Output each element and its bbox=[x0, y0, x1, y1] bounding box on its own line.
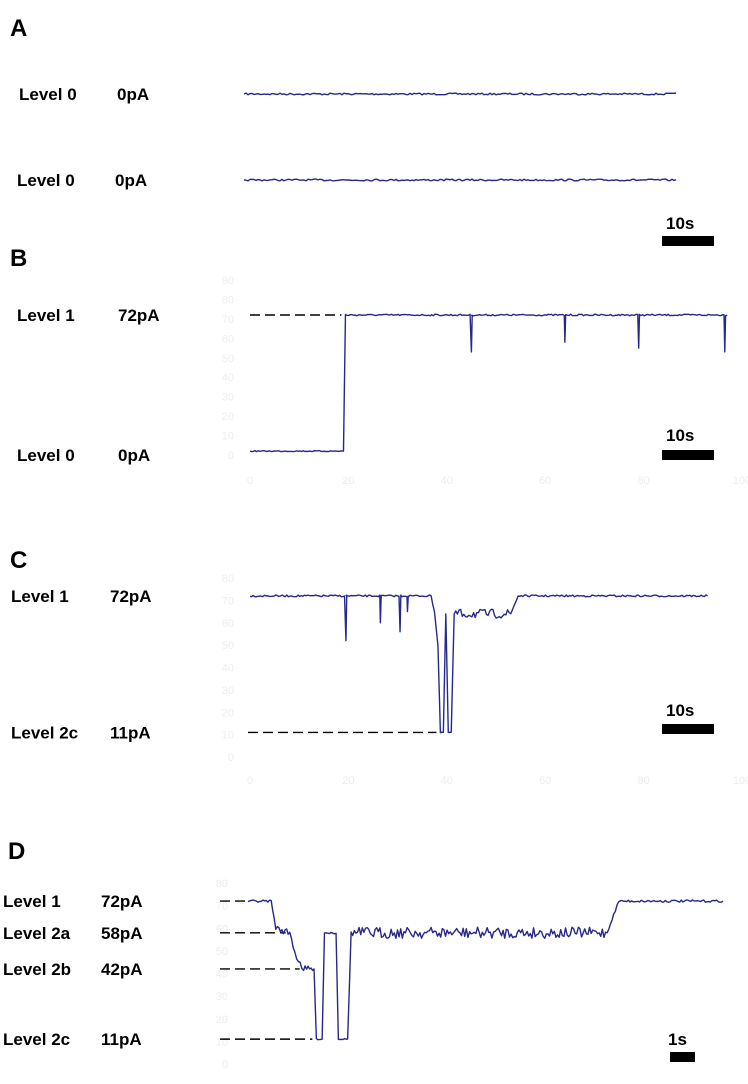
level-current: 72pA bbox=[110, 587, 152, 606]
labels-layer: A 10s Level 0 0pA Level 0 0pA B 10s Level 1 72pA L… bbox=[3, 15, 714, 1062]
panel-label-b: B bbox=[10, 245, 27, 272]
y-tick-label: 70 bbox=[216, 901, 228, 913]
x-tick-label: 40 bbox=[441, 775, 453, 787]
scale-bar-label-b: 10s bbox=[666, 426, 694, 445]
y-tick-label: 20 bbox=[222, 411, 234, 423]
level-label: Level 0 bbox=[19, 85, 77, 104]
x-tick-label: 100 bbox=[733, 775, 748, 787]
level-label: Level 2c bbox=[3, 1030, 70, 1049]
level-current: 72pA bbox=[118, 306, 160, 325]
level-label: Level 2a bbox=[3, 924, 71, 943]
y-tick-label: 0 bbox=[228, 752, 234, 764]
y-tick-label: 80 bbox=[222, 573, 234, 585]
level-label: Level 2c bbox=[11, 723, 78, 742]
level-label: Level 1 bbox=[11, 587, 69, 606]
y-tick-label: 50 bbox=[222, 353, 234, 365]
x-tick-label: 0 bbox=[247, 475, 253, 487]
x-tick-label: 0 bbox=[247, 775, 253, 787]
level-label: Level 0 bbox=[17, 446, 75, 465]
y-tick-label: 10 bbox=[222, 730, 234, 742]
y-tick-label: 20 bbox=[216, 1014, 228, 1026]
level-current: 72pA bbox=[101, 892, 143, 911]
faded-axes-layer: 0102030405060708090020406080100010203040… bbox=[216, 275, 748, 1071]
y-tick-label: 80 bbox=[222, 294, 234, 306]
x-tick-label: 20 bbox=[342, 475, 354, 487]
level-label: Level 2b bbox=[3, 960, 71, 979]
x-tick-label: 100 bbox=[733, 475, 748, 487]
level-current: 58pA bbox=[101, 924, 143, 943]
y-tick-label: 90 bbox=[222, 275, 234, 287]
level-current: 11pA bbox=[110, 723, 151, 742]
y-tick-label: 70 bbox=[222, 314, 234, 326]
current-traces bbox=[243, 92, 728, 1041]
scale-bar-label-a: 10s bbox=[666, 214, 694, 233]
x-tick-label: 60 bbox=[539, 775, 551, 787]
y-tick-label: 50 bbox=[222, 640, 234, 652]
trace-panel-c bbox=[249, 594, 708, 734]
scale-bar-label-d: 1s bbox=[668, 1030, 687, 1049]
level-guide-lines bbox=[220, 314, 437, 1040]
scale-bar-a bbox=[662, 236, 714, 246]
y-tick-label: 0 bbox=[228, 450, 234, 462]
scale-bar-label-c: 10s bbox=[666, 701, 694, 720]
trace-panel-b bbox=[249, 313, 728, 453]
y-tick-label: 30 bbox=[222, 685, 234, 697]
y-tick-label: 0 bbox=[222, 1059, 228, 1071]
y-tick-label: 40 bbox=[216, 969, 228, 981]
y-tick-label: 10 bbox=[216, 1036, 228, 1048]
trace-panel-d bbox=[247, 899, 724, 1041]
y-tick-label: 30 bbox=[222, 392, 234, 404]
x-tick-label: 80 bbox=[637, 775, 649, 787]
level-label: Level 1 bbox=[17, 306, 75, 325]
x-tick-label: 40 bbox=[441, 475, 453, 487]
y-tick-label: 30 bbox=[216, 991, 228, 1003]
level-current: 0pA bbox=[117, 85, 149, 104]
x-tick-label: 20 bbox=[342, 775, 354, 787]
y-tick-label: 10 bbox=[222, 431, 234, 443]
level-label: Level 0 bbox=[17, 171, 75, 190]
level-current: 42pA bbox=[101, 960, 143, 979]
trace-level-0 bbox=[243, 92, 677, 96]
panel-label-a: A bbox=[10, 15, 27, 42]
x-tick-label: 60 bbox=[539, 475, 551, 487]
y-tick-label: 80 bbox=[216, 878, 228, 890]
trace-level-0 bbox=[243, 178, 677, 182]
scale-bar-b bbox=[662, 450, 714, 460]
x-tick-label: 80 bbox=[637, 475, 649, 487]
panel-label-c: C bbox=[10, 547, 27, 574]
y-tick-label: 40 bbox=[222, 372, 234, 384]
y-tick-label: 20 bbox=[222, 707, 234, 719]
y-tick-label: 70 bbox=[222, 595, 234, 607]
y-tick-label: 60 bbox=[222, 618, 234, 630]
y-tick-label: 50 bbox=[216, 946, 228, 958]
level-label: Level 1 bbox=[3, 892, 61, 911]
y-tick-label: 40 bbox=[222, 663, 234, 675]
level-current: 0pA bbox=[115, 171, 147, 190]
level-current: 0pA bbox=[118, 446, 150, 465]
y-tick-label: 60 bbox=[222, 333, 234, 345]
scale-bar-d bbox=[670, 1052, 695, 1062]
panel-label-d: D bbox=[8, 838, 25, 865]
scale-bar-c bbox=[662, 724, 714, 734]
level-current: 11pA bbox=[101, 1030, 142, 1049]
